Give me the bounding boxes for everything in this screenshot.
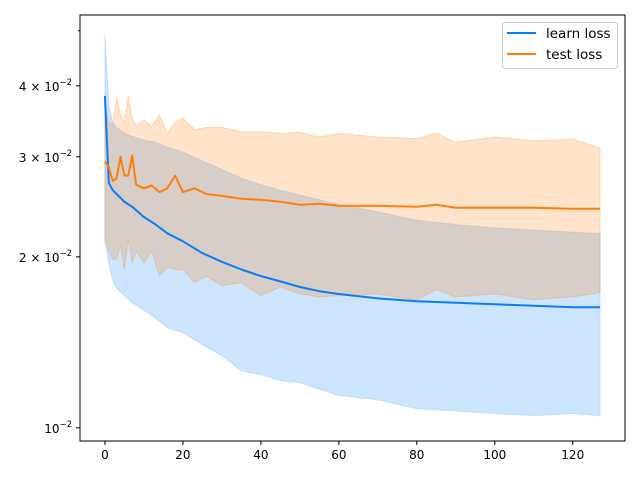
legend-test-label: test loss (546, 47, 602, 63)
x-axis: 0 20 40 60 80 100 120 (101, 441, 584, 462)
plot-frame (79, 14, 626, 442)
y-tick-label: 3 × 10−2 (19, 149, 72, 165)
x-tick-label: 80 (409, 448, 424, 462)
x-tick-label: 20 (175, 448, 190, 462)
x-tick-label: 40 (253, 448, 268, 462)
x-tick-label: 120 (561, 448, 584, 462)
bands-layer (104, 33, 601, 417)
y-tick-label: 10−2 (44, 420, 72, 436)
y-tick-label: 2 × 10−2 (19, 249, 72, 265)
learn-loss-band (104, 33, 601, 417)
test-loss-line (104, 154, 601, 210)
legend-learn-label: learn loss (546, 26, 611, 42)
y-tick-label: 4 × 10−2 (19, 78, 72, 94)
legend: learn loss test loss (502, 22, 618, 69)
lines-layer (103, 95, 601, 309)
y-axis: 10−2 2 × 10−2 3 × 10−2 4 × 10−2 (19, 30, 80, 436)
test-loss-band (104, 96, 601, 301)
x-tick-label: 0 (101, 448, 109, 462)
learn-loss-line (103, 95, 601, 309)
x-tick-label: 100 (483, 448, 506, 462)
x-tick-label: 60 (331, 448, 346, 462)
